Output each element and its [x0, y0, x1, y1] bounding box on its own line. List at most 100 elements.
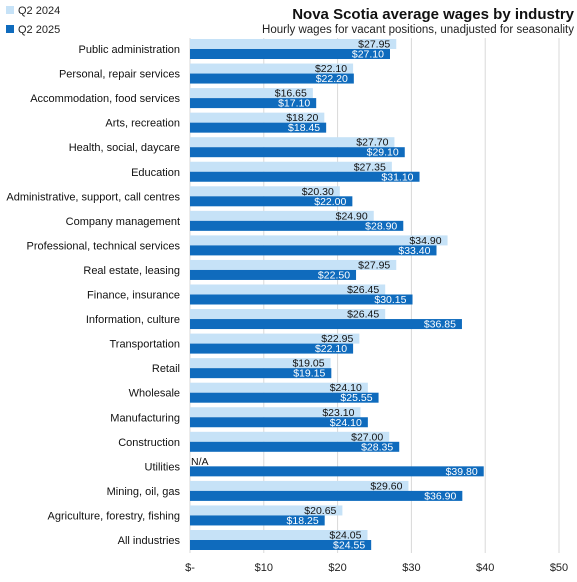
bar-q2-2025-education — [190, 171, 420, 182]
bar-q2-2025-personal-repair-services — [190, 73, 354, 84]
category-label-information-culture: Information, culture — [86, 314, 180, 326]
bar-q2-2025-accommodation-food-services — [190, 98, 317, 109]
category-label-retail: Retail — [152, 363, 180, 375]
bar-q2-2025-professional-technical-services — [190, 245, 437, 256]
category-label-administrative-support-call-centres: Administrative, support, call centres — [6, 191, 180, 203]
value-label-q2-2025-real-estate-leasing: $22.50 — [318, 269, 350, 281]
x-tick-label: $10 — [255, 562, 273, 574]
bar-q2-2025-health-social-daycare — [190, 147, 405, 158]
bar-q2-2024-manufacturing — [190, 407, 361, 418]
category-label-wholesale: Wholesale — [129, 388, 180, 400]
bar-q2-2025-public-administration — [190, 49, 390, 59]
x-tick-label: $50 — [550, 562, 568, 574]
bar-q2-2024-agriculture-forestry-fishing — [190, 505, 343, 516]
x-tick-label: $20 — [328, 562, 346, 574]
value-label-q2-2025-administrative-support-call-centres: $22.00 — [314, 196, 346, 208]
bar-q2-2024-professional-technical-services — [190, 235, 448, 246]
bar-q2-2025-construction — [190, 441, 400, 452]
value-label-q2-2024-professional-technical-services: $34.90 — [409, 235, 441, 247]
value-label-q2-2025-accommodation-food-services: $17.10 — [278, 98, 310, 110]
bar-q2-2024-finance-insurance — [190, 284, 386, 295]
legend-swatch-q2-2025 — [6, 25, 14, 33]
bar-q2-2025-transportation — [190, 343, 354, 354]
bar-q2-2025-arts-recreation — [190, 122, 327, 133]
bar-q2-2025-utilities — [190, 466, 484, 477]
value-label-q2-2025-transportation: $22.10 — [315, 343, 347, 355]
value-label-q2-2024-retail: $19.05 — [292, 358, 324, 370]
value-label-q2-2024-arts-recreation: $18.20 — [286, 112, 318, 124]
category-label-health-social-daycare: Health, social, daycare — [69, 142, 180, 154]
category-label-utilities: Utilities — [145, 461, 181, 473]
bar-q2-2025-wholesale — [190, 392, 379, 403]
category-label-accommodation-food-services: Accommodation, food services — [30, 93, 180, 105]
value-label-q2-2024-manufacturing: $23.10 — [322, 407, 354, 419]
value-label-q2-2025-agriculture-forestry-fishing: $18.25 — [287, 515, 319, 527]
category-label-real-estate-leasing: Real estate, leasing — [83, 265, 180, 277]
value-label-q2-2024-utilities: N/A — [191, 456, 209, 468]
value-label-q2-2025-construction: $28.35 — [361, 441, 393, 453]
value-label-q2-2024-accommodation-food-services: $16.65 — [275, 88, 307, 100]
value-label-q2-2025-personal-repair-services: $22.20 — [316, 73, 348, 85]
bar-q2-2025-company-management — [190, 220, 404, 231]
bar-q2-2024-company-management — [190, 210, 374, 221]
value-labels: $27.95$27.10$22.10$22.20$16.65$17.10$18.… — [191, 39, 478, 552]
x-axis-ticks: $- $10 $20 $30 $40 $50 — [185, 562, 568, 574]
category-label-all-industries: All industries — [118, 535, 181, 547]
value-label-q2-2025-all-industries: $24.55 — [333, 540, 365, 552]
bar-q2-2024-all-industries — [190, 530, 368, 540]
value-label-q2-2025-professional-technical-services: $33.40 — [398, 245, 430, 257]
category-label-personal-repair-services: Personal, repair services — [59, 69, 181, 81]
value-label-q2-2024-personal-repair-services: $22.10 — [315, 63, 347, 75]
value-label-q2-2025-retail: $19.15 — [293, 368, 325, 380]
value-label-q2-2024-finance-insurance: $26.45 — [347, 284, 379, 296]
value-label-q2-2025-information-culture: $36.85 — [424, 319, 456, 331]
legend-label-q2-2025: Q2 2025 — [18, 24, 60, 36]
value-label-q2-2024-transportation: $22.95 — [321, 333, 353, 345]
value-label-q2-2025-health-social-daycare: $29.10 — [367, 147, 399, 159]
bar-q2-2024-health-social-daycare — [190, 137, 395, 148]
value-label-q2-2024-health-social-daycare: $27.70 — [356, 137, 388, 149]
category-label-education: Education — [131, 167, 180, 179]
value-label-q2-2024-construction: $27.00 — [351, 431, 383, 443]
category-label-professional-technical-services: Professional, technical services — [27, 240, 181, 252]
bar-q2-2024-public-administration — [190, 39, 397, 49]
value-label-q2-2024-company-management: $24.90 — [336, 210, 368, 222]
bar-q2-2024-construction — [190, 431, 390, 442]
category-label-agriculture-forestry-fishing: Agriculture, forestry, fishing — [48, 510, 180, 522]
category-label-arts-recreation: Arts, recreation — [105, 118, 180, 130]
bar-q2-2025-all-industries — [190, 540, 372, 550]
value-label-q2-2025-arts-recreation: $18.45 — [288, 122, 320, 134]
legend-swatch-q2-2024 — [6, 6, 14, 14]
category-label-construction: Construction — [118, 437, 180, 449]
bar-q2-2024-arts-recreation — [190, 112, 325, 123]
x-tick-label: $30 — [402, 562, 420, 574]
value-label-q2-2025-finance-insurance: $30.15 — [374, 294, 406, 306]
bars — [190, 39, 484, 550]
bar-q2-2024-accommodation-food-services — [190, 88, 313, 99]
value-label-q2-2024-mining-oil-gas: $29.60 — [370, 480, 402, 492]
bar-q2-2025-finance-insurance — [190, 294, 413, 305]
category-label-finance-insurance: Finance, insurance — [87, 290, 180, 302]
value-label-q2-2025-education: $31.10 — [381, 171, 413, 183]
bar-q2-2024-real-estate-leasing — [190, 259, 397, 270]
value-label-q2-2024-administrative-support-call-centres: $20.30 — [302, 186, 334, 198]
category-label-public-administration: Public administration — [79, 44, 181, 56]
bar-q2-2025-retail — [190, 368, 332, 379]
value-label-q2-2025-wholesale: $25.55 — [340, 392, 372, 404]
x-tick-label: $40 — [476, 562, 494, 574]
bar-q2-2024-personal-repair-services — [190, 63, 354, 74]
legend: Q2 2024 Q2 2025 — [6, 5, 60, 36]
bar-q2-2024-retail — [190, 358, 331, 369]
value-label-q2-2024-real-estate-leasing: $27.95 — [358, 259, 390, 271]
chart-title: Nova Scotia average wages by industry — [292, 6, 574, 23]
chart-subtitle: Hourly wages for vacant positions, unadj… — [262, 24, 574, 36]
bar-q2-2025-administrative-support-call-centres — [190, 196, 353, 207]
legend-label-q2-2024: Q2 2024 — [18, 5, 60, 17]
category-label-manufacturing: Manufacturing — [110, 412, 180, 424]
value-label-q2-2025-mining-oil-gas: $36.90 — [424, 490, 456, 502]
bar-q2-2024-education — [190, 161, 392, 172]
bar-q2-2025-information-culture — [190, 319, 462, 330]
bar-q2-2024-wholesale — [190, 382, 368, 393]
